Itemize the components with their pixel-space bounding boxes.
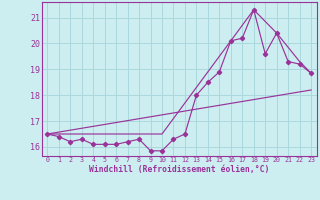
X-axis label: Windchill (Refroidissement éolien,°C): Windchill (Refroidissement éolien,°C)	[89, 165, 269, 174]
